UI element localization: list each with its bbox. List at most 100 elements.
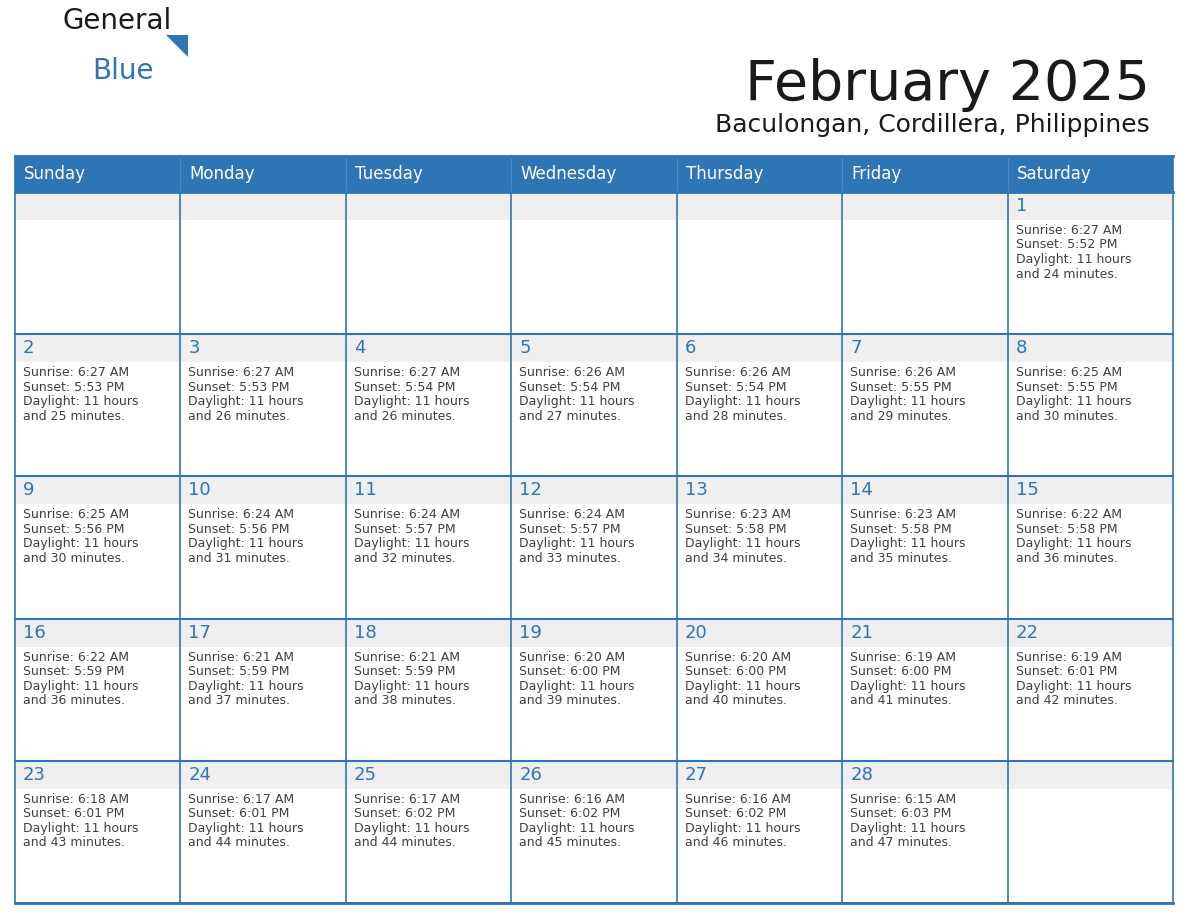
Text: and 44 minutes.: and 44 minutes. xyxy=(354,836,456,849)
Text: and 28 minutes.: and 28 minutes. xyxy=(684,409,786,422)
Text: 2: 2 xyxy=(23,339,34,357)
Text: Sunset: 5:52 PM: Sunset: 5:52 PM xyxy=(1016,239,1117,252)
Bar xyxy=(15,156,1173,192)
Text: Daylight: 11 hours: Daylight: 11 hours xyxy=(1016,537,1131,551)
Bar xyxy=(842,761,1007,789)
Bar xyxy=(346,476,511,504)
Bar xyxy=(181,761,346,789)
Text: February 2025: February 2025 xyxy=(745,58,1150,112)
Text: Daylight: 11 hours: Daylight: 11 hours xyxy=(684,679,801,692)
Text: Wednesday: Wednesday xyxy=(520,165,617,183)
Text: Daylight: 11 hours: Daylight: 11 hours xyxy=(23,679,139,692)
Text: Sunset: 6:00 PM: Sunset: 6:00 PM xyxy=(851,666,952,678)
Text: Sunset: 5:59 PM: Sunset: 5:59 PM xyxy=(23,666,125,678)
Text: Monday: Monday xyxy=(189,165,255,183)
Text: Sunset: 6:02 PM: Sunset: 6:02 PM xyxy=(519,807,620,821)
Text: Sunrise: 6:27 AM: Sunrise: 6:27 AM xyxy=(23,366,129,379)
Bar xyxy=(677,619,842,646)
Text: and 43 minutes.: and 43 minutes. xyxy=(23,836,125,849)
Text: Sunset: 6:01 PM: Sunset: 6:01 PM xyxy=(23,807,125,821)
Text: and 32 minutes.: and 32 minutes. xyxy=(354,552,456,565)
Text: Thursday: Thursday xyxy=(685,165,763,183)
Bar xyxy=(677,363,842,476)
Text: Sunset: 6:02 PM: Sunset: 6:02 PM xyxy=(354,807,455,821)
Text: 4: 4 xyxy=(354,339,366,357)
Text: Sunrise: 6:22 AM: Sunrise: 6:22 AM xyxy=(1016,509,1121,521)
Text: Sunrise: 6:18 AM: Sunrise: 6:18 AM xyxy=(23,793,129,806)
Text: Daylight: 11 hours: Daylight: 11 hours xyxy=(684,396,801,409)
Text: 16: 16 xyxy=(23,623,46,642)
Text: Sunrise: 6:17 AM: Sunrise: 6:17 AM xyxy=(354,793,460,806)
Text: Sunset: 6:00 PM: Sunset: 6:00 PM xyxy=(684,666,786,678)
Text: and 46 minutes.: and 46 minutes. xyxy=(684,836,786,849)
Text: Blue: Blue xyxy=(91,57,153,85)
Text: 22: 22 xyxy=(1016,623,1038,642)
Text: and 24 minutes.: and 24 minutes. xyxy=(1016,267,1118,281)
Bar xyxy=(677,646,842,761)
Text: Baculongan, Cordillera, Philippines: Baculongan, Cordillera, Philippines xyxy=(715,113,1150,137)
Text: Sunrise: 6:25 AM: Sunrise: 6:25 AM xyxy=(23,509,129,521)
Text: Sunset: 6:01 PM: Sunset: 6:01 PM xyxy=(1016,666,1117,678)
Bar xyxy=(842,789,1007,903)
Text: Sunrise: 6:22 AM: Sunrise: 6:22 AM xyxy=(23,651,129,664)
Text: 5: 5 xyxy=(519,339,531,357)
Text: 18: 18 xyxy=(354,623,377,642)
Text: 21: 21 xyxy=(851,623,873,642)
Text: Sunset: 6:00 PM: Sunset: 6:00 PM xyxy=(519,666,621,678)
Text: Sunset: 5:53 PM: Sunset: 5:53 PM xyxy=(23,381,125,394)
Text: Daylight: 11 hours: Daylight: 11 hours xyxy=(189,679,304,692)
Text: Daylight: 11 hours: Daylight: 11 hours xyxy=(519,822,634,834)
Bar xyxy=(181,220,346,334)
Bar xyxy=(346,334,511,363)
Bar xyxy=(842,334,1007,363)
Text: Sunset: 5:56 PM: Sunset: 5:56 PM xyxy=(23,523,125,536)
Bar xyxy=(15,504,181,619)
Text: and 44 minutes.: and 44 minutes. xyxy=(189,836,290,849)
Text: and 29 minutes.: and 29 minutes. xyxy=(851,409,952,422)
Text: Daylight: 11 hours: Daylight: 11 hours xyxy=(1016,253,1131,266)
Text: Sunrise: 6:19 AM: Sunrise: 6:19 AM xyxy=(1016,651,1121,664)
Text: Sunrise: 6:24 AM: Sunrise: 6:24 AM xyxy=(519,509,625,521)
Text: Daylight: 11 hours: Daylight: 11 hours xyxy=(354,396,469,409)
Text: and 33 minutes.: and 33 minutes. xyxy=(519,552,621,565)
Text: 27: 27 xyxy=(684,766,708,784)
Text: and 45 minutes.: and 45 minutes. xyxy=(519,836,621,849)
Bar xyxy=(181,504,346,619)
Text: Sunset: 5:57 PM: Sunset: 5:57 PM xyxy=(354,523,455,536)
Bar xyxy=(181,476,346,504)
Text: Sunrise: 6:24 AM: Sunrise: 6:24 AM xyxy=(189,509,295,521)
Bar xyxy=(1007,476,1173,504)
Text: Sunset: 5:53 PM: Sunset: 5:53 PM xyxy=(189,381,290,394)
Text: Daylight: 11 hours: Daylight: 11 hours xyxy=(189,537,304,551)
Text: Daylight: 11 hours: Daylight: 11 hours xyxy=(23,822,139,834)
Text: Sunrise: 6:20 AM: Sunrise: 6:20 AM xyxy=(519,651,625,664)
Text: and 41 minutes.: and 41 minutes. xyxy=(851,694,952,707)
Text: and 37 minutes.: and 37 minutes. xyxy=(189,694,290,707)
Text: and 38 minutes.: and 38 minutes. xyxy=(354,694,456,707)
Text: Sunrise: 6:15 AM: Sunrise: 6:15 AM xyxy=(851,793,956,806)
Text: Daylight: 11 hours: Daylight: 11 hours xyxy=(519,679,634,692)
Text: Daylight: 11 hours: Daylight: 11 hours xyxy=(851,396,966,409)
Text: Sunset: 5:56 PM: Sunset: 5:56 PM xyxy=(189,523,290,536)
Text: Sunrise: 6:20 AM: Sunrise: 6:20 AM xyxy=(684,651,791,664)
Bar xyxy=(1007,646,1173,761)
Text: 10: 10 xyxy=(189,481,211,499)
Text: Sunset: 5:59 PM: Sunset: 5:59 PM xyxy=(189,666,290,678)
Text: Tuesday: Tuesday xyxy=(355,165,423,183)
Bar xyxy=(346,504,511,619)
Text: 20: 20 xyxy=(684,623,708,642)
Text: Sunrise: 6:25 AM: Sunrise: 6:25 AM xyxy=(1016,366,1121,379)
Text: Sunrise: 6:26 AM: Sunrise: 6:26 AM xyxy=(851,366,956,379)
Bar xyxy=(346,363,511,476)
Text: Sunset: 5:59 PM: Sunset: 5:59 PM xyxy=(354,666,455,678)
Text: 9: 9 xyxy=(23,481,34,499)
Bar xyxy=(511,646,677,761)
Text: Sunset: 5:54 PM: Sunset: 5:54 PM xyxy=(354,381,455,394)
Text: Sunset: 5:57 PM: Sunset: 5:57 PM xyxy=(519,523,621,536)
Text: 8: 8 xyxy=(1016,339,1026,357)
Text: Sunset: 6:03 PM: Sunset: 6:03 PM xyxy=(851,807,952,821)
Text: 11: 11 xyxy=(354,481,377,499)
Text: Sunrise: 6:27 AM: Sunrise: 6:27 AM xyxy=(1016,224,1121,237)
Bar xyxy=(15,363,181,476)
Bar xyxy=(511,363,677,476)
